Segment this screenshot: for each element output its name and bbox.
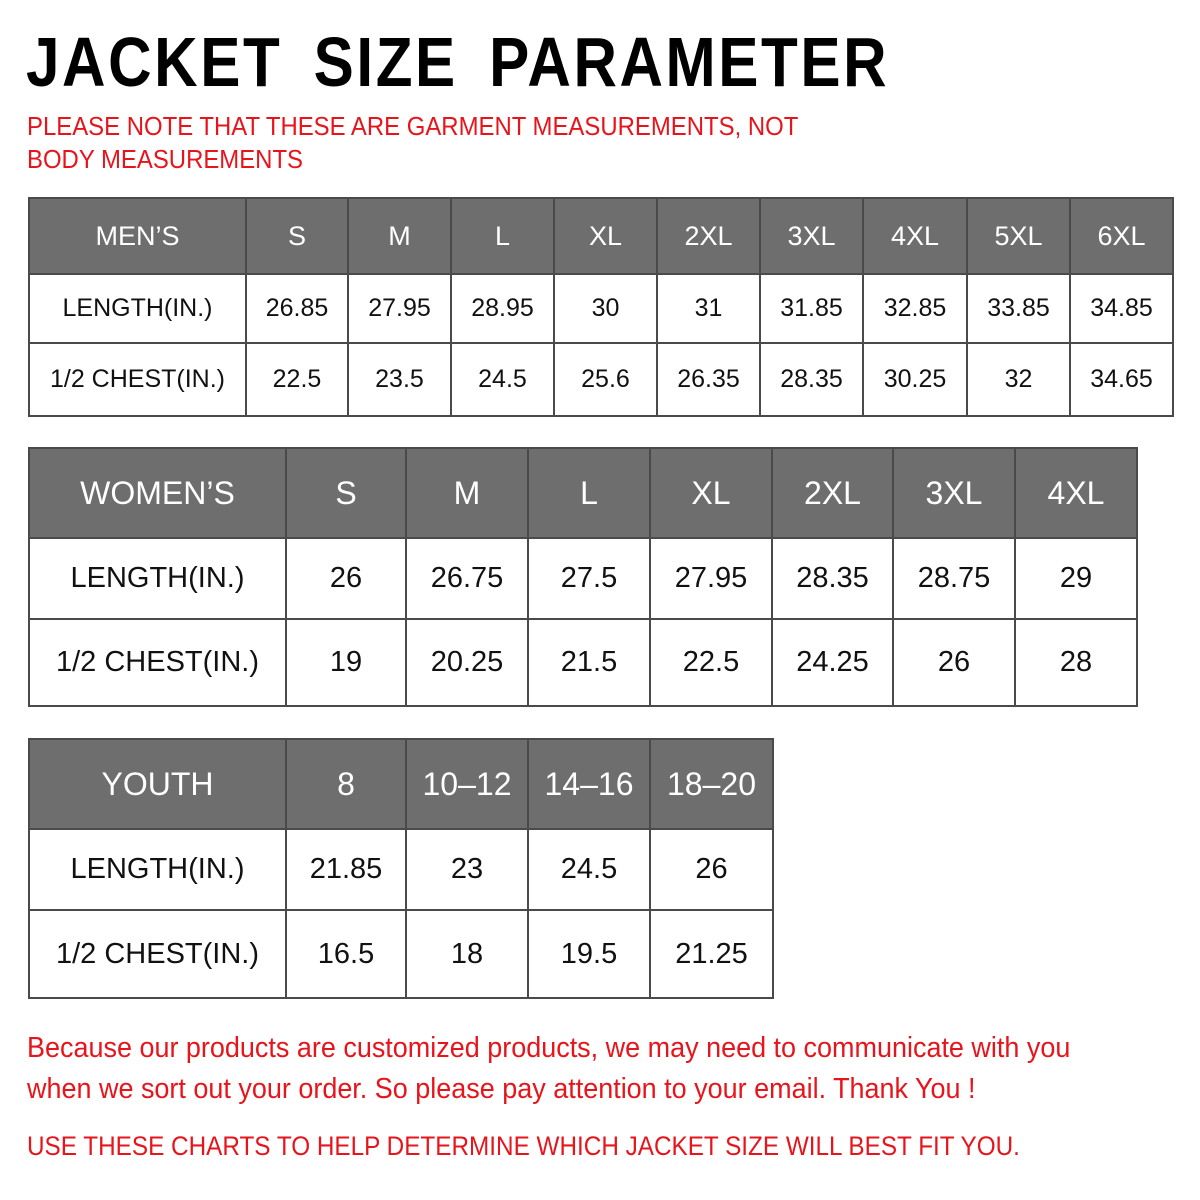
- measurement-cell: 28.95: [450, 273, 555, 344]
- measurement-cell: 27.5: [527, 537, 651, 620]
- usage-note: USE THESE CHARTS TO HELP DETERMINE WHICH…: [27, 1131, 1020, 1161]
- measurement-cell: 30.25: [862, 342, 968, 417]
- table-row: LENGTH(IN.) 26 26.75 27.5 27.95 28.35 28.75 29: [28, 537, 1138, 620]
- size-header: M: [405, 447, 529, 539]
- message-line-1: Because our products are customized prod…: [27, 1032, 1071, 1064]
- measurement-cell: 32: [966, 342, 1071, 417]
- measurement-cell: 16.5: [285, 909, 407, 999]
- measurement-cell: 20.25: [405, 618, 529, 707]
- size-header: 2XL: [771, 447, 894, 539]
- measurement-cell: 27.95: [347, 273, 452, 344]
- measurement-cell: 26.35: [656, 342, 761, 417]
- size-header: 18–20: [649, 738, 774, 830]
- row-label: 1/2 CHEST(IN.): [28, 618, 287, 707]
- size-header: 4XL: [862, 197, 968, 275]
- measurement-cell: 24.25: [771, 618, 894, 707]
- measurement-cell: 28.35: [759, 342, 864, 417]
- measurement-note: PLEASE NOTE THAT THESE ARE GARMENT MEASU…: [27, 111, 798, 174]
- size-header: XL: [649, 447, 773, 539]
- size-header: S: [245, 197, 349, 275]
- measurement-cell: 26.75: [405, 537, 529, 620]
- size-header: 8: [285, 738, 407, 830]
- size-header: L: [527, 447, 651, 539]
- measurement-cell: 27.95: [649, 537, 773, 620]
- size-header: S: [285, 447, 407, 539]
- size-header: 4XL: [1014, 447, 1138, 539]
- size-header: 3XL: [759, 197, 864, 275]
- womens-size-table: WOMEN’S S M L XL 2XL 3XL 4XL LENGTH(IN.) 26 26.75 2…: [28, 447, 1138, 707]
- measurement-cell: 24.5: [527, 828, 651, 911]
- size-header: M: [347, 197, 452, 275]
- measurement-cell: 23: [405, 828, 529, 911]
- size-header: 2XL: [656, 197, 761, 275]
- table-row: 1/2 CHEST(IN.) 19 20.25 21.5 22.5 24.25 26 28: [28, 618, 1138, 707]
- measurement-cell: 26: [285, 537, 407, 620]
- page-title: JACKET SIZE PARAMETER: [26, 23, 890, 101]
- table-row: 1/2 CHEST(IN.) 22.5 23.5 24.5 25.6 26.35 28.35…: [28, 342, 1174, 417]
- measurement-cell: 19: [285, 618, 407, 707]
- measurement-cell: 21.5: [527, 618, 651, 707]
- mens-size-table: MEN’S S M L XL 2XL 3XL 4XL 5XL 6XL LENGTH(IN.) 26.8…: [28, 197, 1174, 417]
- measurement-cell: 31: [656, 273, 761, 344]
- table-row: LENGTH(IN.) 21.85 23 24.5 26: [28, 828, 774, 911]
- row-label: LENGTH(IN.): [28, 273, 247, 344]
- row-label: 1/2 CHEST(IN.): [28, 909, 287, 999]
- measurement-cell: 32.85: [862, 273, 968, 344]
- size-header: 14–16: [527, 738, 651, 830]
- category-header: WOMEN’S: [28, 447, 287, 539]
- header-row: YOUTH 8 10–12 14–16 18–20: [28, 738, 774, 830]
- measurement-cell: 28: [1014, 618, 1138, 707]
- measurement-cell: 18: [405, 909, 529, 999]
- measurement-cell: 24.5: [450, 342, 555, 417]
- message-line-2: when we sort out your order. So please p…: [27, 1073, 976, 1105]
- measurement-cell: 31.85: [759, 273, 864, 344]
- measurement-cell: 29: [1014, 537, 1138, 620]
- measurement-cell: 22.5: [245, 342, 349, 417]
- measurement-cell: 26: [892, 618, 1016, 707]
- row-label: 1/2 CHEST(IN.): [28, 342, 247, 417]
- table-row: 1/2 CHEST(IN.) 16.5 18 19.5 21.25: [28, 909, 774, 999]
- measurement-cell: 33.85: [966, 273, 1071, 344]
- table-row: LENGTH(IN.) 26.85 27.95 28.95 30 31 31.85 32.85…: [28, 273, 1174, 344]
- row-label: LENGTH(IN.): [28, 537, 287, 620]
- customization-message: Because our products are customized prod…: [27, 1028, 1070, 1110]
- size-header: 5XL: [966, 197, 1071, 275]
- size-header: 10–12: [405, 738, 529, 830]
- measurement-cell: 34.65: [1069, 342, 1174, 417]
- category-header: YOUTH: [28, 738, 287, 830]
- measurement-cell: 28.35: [771, 537, 894, 620]
- measurement-cell: 26: [649, 828, 774, 911]
- measurement-cell: 22.5: [649, 618, 773, 707]
- measurement-cell: 28.75: [892, 537, 1016, 620]
- size-header: XL: [553, 197, 658, 275]
- youth-size-table: YOUTH 8 10–12 14–16 18–20 LENGTH(IN.) 21.85 23 2…: [28, 738, 774, 999]
- row-label: LENGTH(IN.): [28, 828, 287, 911]
- category-header: MEN’S: [28, 197, 247, 275]
- measurement-cell: 23.5: [347, 342, 452, 417]
- measurement-cell: 19.5: [527, 909, 651, 999]
- measurement-cell: 30: [553, 273, 658, 344]
- measurement-cell: 21.25: [649, 909, 774, 999]
- measurement-cell: 26.85: [245, 273, 349, 344]
- size-header: 6XL: [1069, 197, 1174, 275]
- size-header: L: [450, 197, 555, 275]
- header-row: WOMEN’S S M L XL 2XL 3XL 4XL: [28, 447, 1138, 539]
- measurement-cell: 25.6: [553, 342, 658, 417]
- size-header: 3XL: [892, 447, 1016, 539]
- header-row: MEN’S S M L XL 2XL 3XL 4XL 5XL 6XL: [28, 197, 1174, 275]
- measurement-cell: 21.85: [285, 828, 407, 911]
- measurement-cell: 34.85: [1069, 273, 1174, 344]
